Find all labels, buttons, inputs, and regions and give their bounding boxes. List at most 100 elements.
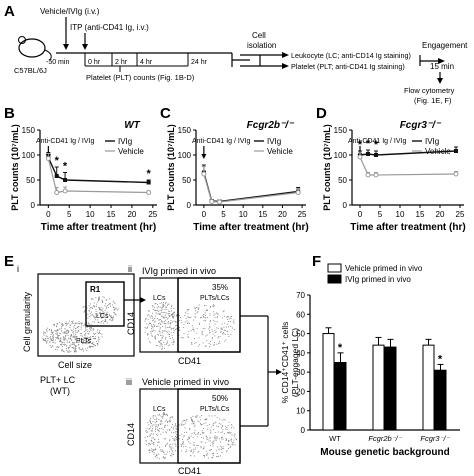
flow-event	[148, 442, 150, 444]
flow-event	[216, 438, 218, 439]
flow-event	[150, 418, 152, 420]
flow-event	[150, 421, 152, 423]
flow-event	[46, 330, 48, 332]
flow-event	[50, 334, 52, 335]
flow-event	[88, 323, 90, 325]
flow-event	[170, 447, 172, 449]
flow-event	[152, 325, 154, 327]
flow-event	[89, 345, 91, 347]
flow-event	[210, 341, 212, 343]
flow-event	[184, 422, 186, 424]
flow-event	[43, 340, 45, 341]
flow-event	[92, 346, 94, 348]
flow-event	[57, 337, 59, 339]
flow-event	[102, 296, 104, 298]
flow-event	[183, 323, 185, 325]
flow-event	[221, 446, 222, 448]
flow-event	[144, 327, 146, 329]
flow-event	[214, 320, 216, 322]
flow-event	[114, 307, 116, 309]
flow-event	[201, 333, 203, 335]
flow-event	[230, 438, 232, 440]
flow-event	[230, 439, 232, 441]
flow-event	[194, 455, 196, 457]
flow-event	[183, 419, 185, 421]
flow-event	[228, 318, 230, 320]
flow-event	[155, 426, 157, 427]
flow-event	[201, 331, 203, 333]
flow-event	[224, 333, 226, 335]
flow-event	[182, 424, 184, 426]
flow-event	[188, 436, 190, 438]
flow-event	[226, 427, 228, 429]
flow-event	[191, 344, 193, 346]
flow-event	[217, 313, 219, 315]
flow-event	[78, 342, 80, 343]
flow-event	[91, 308, 93, 310]
time-label: 4 hr	[140, 59, 153, 66]
flow-event	[164, 314, 166, 316]
significance-star: *	[374, 139, 379, 151]
flow-event	[182, 441, 184, 443]
flow-event	[144, 331, 146, 333]
flow-event	[218, 426, 219, 428]
flow-event	[74, 341, 76, 343]
flow-event	[92, 298, 94, 300]
flow-event	[200, 445, 202, 447]
flow-event	[170, 421, 172, 423]
flow-event	[215, 331, 217, 333]
annotation: Anti-CD41 Ig / IVIg	[36, 138, 94, 145]
flow-event	[155, 448, 157, 450]
flow-event	[96, 329, 98, 331]
flow-event	[74, 351, 75, 352]
flow-event	[234, 444, 236, 446]
cd14-axis-iii: CD14	[126, 423, 136, 446]
flow-event	[212, 344, 214, 346]
flow-event	[231, 444, 233, 446]
flow-event	[105, 306, 107, 308]
flow-event	[46, 341, 48, 343]
flow-event	[223, 333, 225, 335]
flow-event	[146, 431, 148, 433]
x-axis-label: Mouse genetic background	[320, 447, 449, 458]
flow-event	[167, 322, 169, 324]
flow-event	[204, 327, 206, 329]
flow-event	[94, 344, 96, 346]
flow-event	[163, 412, 165, 413]
flow-event	[71, 335, 73, 337]
flow-event	[230, 445, 232, 447]
flow-event	[68, 330, 70, 332]
flow-event	[110, 303, 111, 305]
y-tick-label: 100	[22, 151, 36, 160]
significance-star: *	[338, 342, 343, 354]
flow-event	[176, 314, 177, 316]
ii-pct: 35%	[212, 283, 228, 292]
flow-event	[51, 332, 53, 334]
flow-event	[69, 338, 71, 340]
flow-event	[162, 457, 164, 459]
flow-event	[172, 340, 174, 342]
flow-event	[155, 345, 157, 347]
flow-event	[148, 449, 150, 451]
x-tick-label: 5	[378, 210, 383, 219]
platelet-counts-label: Platelet (PLT) counts (Fig. 1B-D)	[86, 73, 195, 82]
flow-event	[165, 432, 167, 434]
flow-event	[116, 309, 118, 311]
flow-event	[52, 334, 54, 336]
flow-event	[61, 346, 63, 347]
flow-event	[222, 426, 224, 427]
y-tick-label: 10	[296, 407, 305, 416]
flow-event	[167, 424, 169, 426]
time-label: 24 hr	[191, 59, 208, 66]
flow-event	[190, 455, 192, 457]
flow-event	[152, 306, 154, 308]
flow-event	[87, 314, 89, 315]
flow-event	[206, 436, 208, 438]
flow-event	[76, 345, 77, 347]
flow-event	[88, 339, 90, 341]
flow-event	[73, 351, 75, 353]
flow-event	[194, 315, 196, 317]
flow-event	[232, 327, 233, 329]
flow-event	[161, 337, 163, 339]
flow-event	[207, 457, 209, 459]
